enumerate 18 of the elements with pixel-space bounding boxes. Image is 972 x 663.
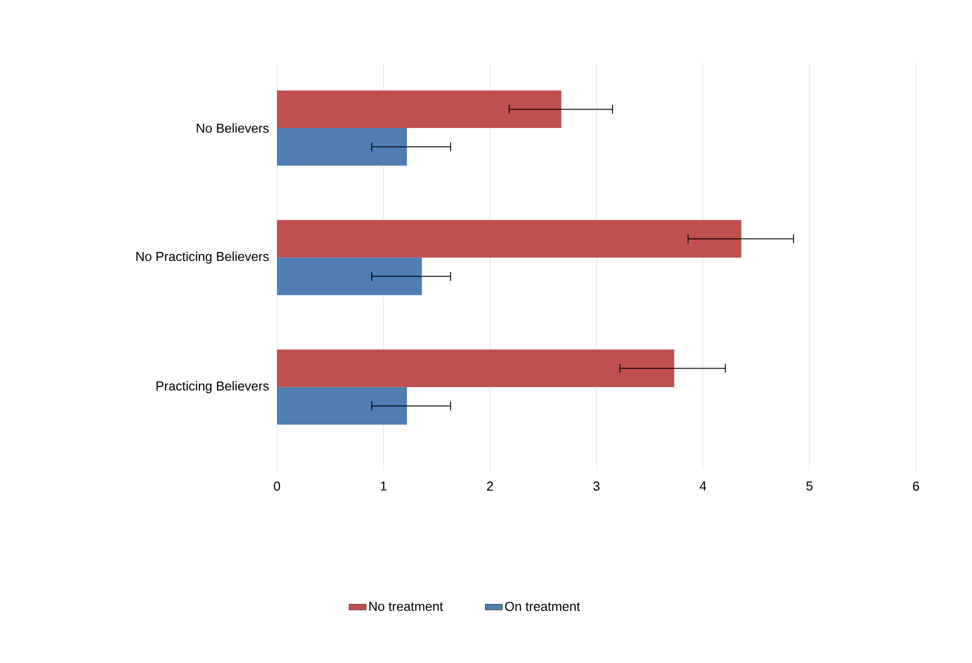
x-tick-label: 1 — [380, 482, 386, 490]
bar — [277, 90, 562, 128]
bar — [277, 128, 407, 166]
bar — [277, 258, 422, 296]
y-tick-label: Practicing Believers — [156, 381, 269, 394]
x-tick-label: 5 — [806, 482, 813, 491]
y-tick-label: No Believers — [196, 123, 269, 133]
legend-label: No treatment — [369, 602, 444, 611]
x-tick-label: 4 — [700, 482, 706, 490]
x-tick-label: 0 — [274, 482, 280, 491]
x-tick-label: 2 — [487, 482, 493, 491]
x-tick-label: 3 — [593, 482, 600, 491]
bar — [277, 220, 742, 258]
bar — [277, 387, 407, 425]
x-tick-label: 6 — [913, 482, 920, 491]
bar — [277, 350, 674, 388]
y-tick-label: No Practicing Believers — [136, 252, 269, 264]
legend-label: On treatment — [505, 602, 580, 611]
